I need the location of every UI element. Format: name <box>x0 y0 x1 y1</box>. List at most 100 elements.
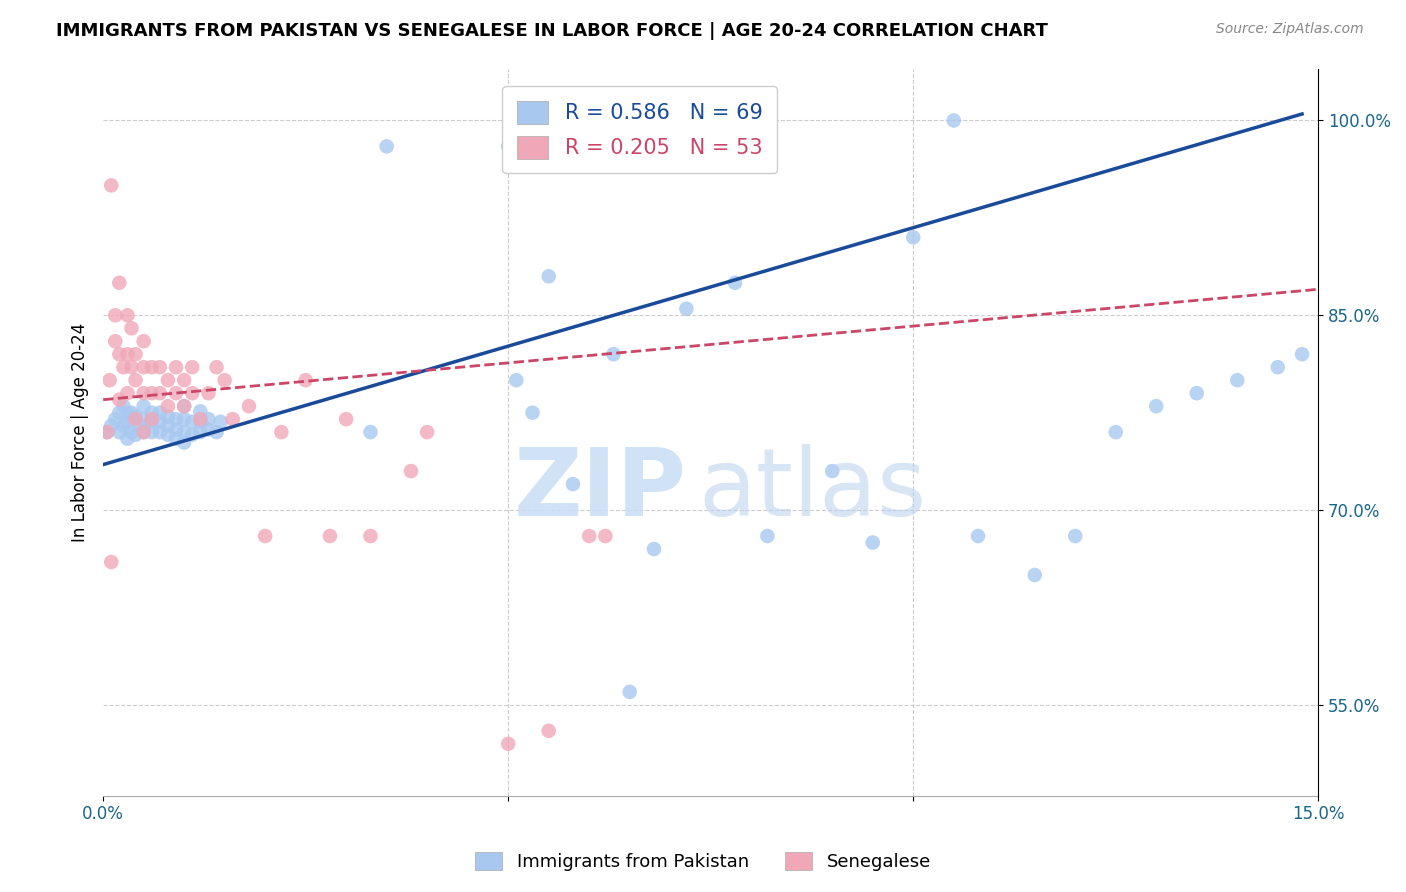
Point <box>132 334 155 349</box>
Point <box>132 425 155 439</box>
Point <box>562 477 585 491</box>
Point <box>173 373 195 387</box>
Point <box>108 347 131 361</box>
Point <box>238 399 260 413</box>
Point <box>141 425 163 439</box>
Point <box>100 178 122 193</box>
Point <box>205 425 228 439</box>
Point <box>602 347 624 361</box>
Point <box>108 392 131 407</box>
Point <box>181 415 204 429</box>
Point <box>121 425 143 439</box>
Text: ZIP: ZIP <box>513 444 686 536</box>
Point <box>173 435 195 450</box>
Point <box>121 406 143 420</box>
Point <box>399 464 422 478</box>
Point <box>1064 529 1087 543</box>
Point <box>522 406 544 420</box>
Text: IMMIGRANTS FROM PAKISTAN VS SENEGALESE IN LABOR FORCE | AGE 20-24 CORRELATION CH: IMMIGRANTS FROM PAKISTAN VS SENEGALESE I… <box>56 22 1047 40</box>
Legend: Immigrants from Pakistan, Senegalese: Immigrants from Pakistan, Senegalese <box>468 846 938 879</box>
Point <box>117 347 139 361</box>
Point <box>496 737 519 751</box>
Point <box>1291 347 1313 361</box>
Point <box>1267 360 1289 375</box>
Point <box>156 399 179 413</box>
Point <box>319 529 342 543</box>
Point <box>121 321 143 335</box>
Point <box>335 412 357 426</box>
Point <box>595 529 617 543</box>
Point <box>173 412 195 426</box>
Point <box>132 386 155 401</box>
Text: atlas: atlas <box>699 444 927 536</box>
Point <box>505 373 527 387</box>
Point <box>156 418 179 433</box>
Point <box>132 425 155 439</box>
Point <box>643 541 665 556</box>
Point <box>578 529 600 543</box>
Point <box>756 529 779 543</box>
Point <box>124 347 146 361</box>
Point <box>903 230 925 244</box>
Point <box>156 427 179 442</box>
Point <box>1144 399 1167 413</box>
Point <box>359 529 381 543</box>
Point <box>214 373 236 387</box>
Point <box>675 301 697 316</box>
Point <box>117 386 139 401</box>
Point <box>1105 425 1128 439</box>
Point <box>141 415 163 429</box>
Point <box>141 412 163 426</box>
Point <box>197 423 219 437</box>
Point <box>197 412 219 426</box>
Point <box>416 425 439 439</box>
Legend: R = 0.586   N = 69, R = 0.205   N = 53: R = 0.586 N = 69, R = 0.205 N = 53 <box>502 87 778 173</box>
Point <box>254 529 277 543</box>
Point <box>188 425 211 439</box>
Point <box>117 406 139 420</box>
Point <box>173 425 195 439</box>
Point <box>165 386 187 401</box>
Point <box>942 113 965 128</box>
Point <box>173 399 195 413</box>
Point <box>117 308 139 322</box>
Point <box>165 360 187 375</box>
Point <box>862 535 884 549</box>
Point <box>294 373 316 387</box>
Point <box>270 425 292 439</box>
Point <box>124 409 146 424</box>
Point <box>537 269 560 284</box>
Point <box>112 360 135 375</box>
Point <box>149 415 172 429</box>
Point <box>1024 568 1046 582</box>
Point <box>124 427 146 442</box>
Point <box>173 399 195 413</box>
Point <box>967 529 990 543</box>
Point <box>188 412 211 426</box>
Point <box>124 373 146 387</box>
Point <box>496 139 519 153</box>
Point <box>149 360 172 375</box>
Point <box>132 360 155 375</box>
Point <box>188 415 211 429</box>
Point <box>141 386 163 401</box>
Point <box>132 399 155 413</box>
Point <box>205 360 228 375</box>
Point <box>112 399 135 413</box>
Point <box>1185 386 1208 401</box>
Y-axis label: In Labor Force | Age 20-24: In Labor Force | Age 20-24 <box>72 323 89 541</box>
Point <box>619 685 641 699</box>
Point <box>104 412 127 426</box>
Point <box>108 276 131 290</box>
Point <box>104 334 127 349</box>
Point <box>104 308 127 322</box>
Point <box>156 409 179 424</box>
Point <box>96 425 118 439</box>
Point <box>117 415 139 429</box>
Point <box>165 432 187 446</box>
Point <box>165 423 187 437</box>
Point <box>121 360 143 375</box>
Point <box>141 406 163 420</box>
Point <box>108 425 131 439</box>
Point <box>128 418 150 433</box>
